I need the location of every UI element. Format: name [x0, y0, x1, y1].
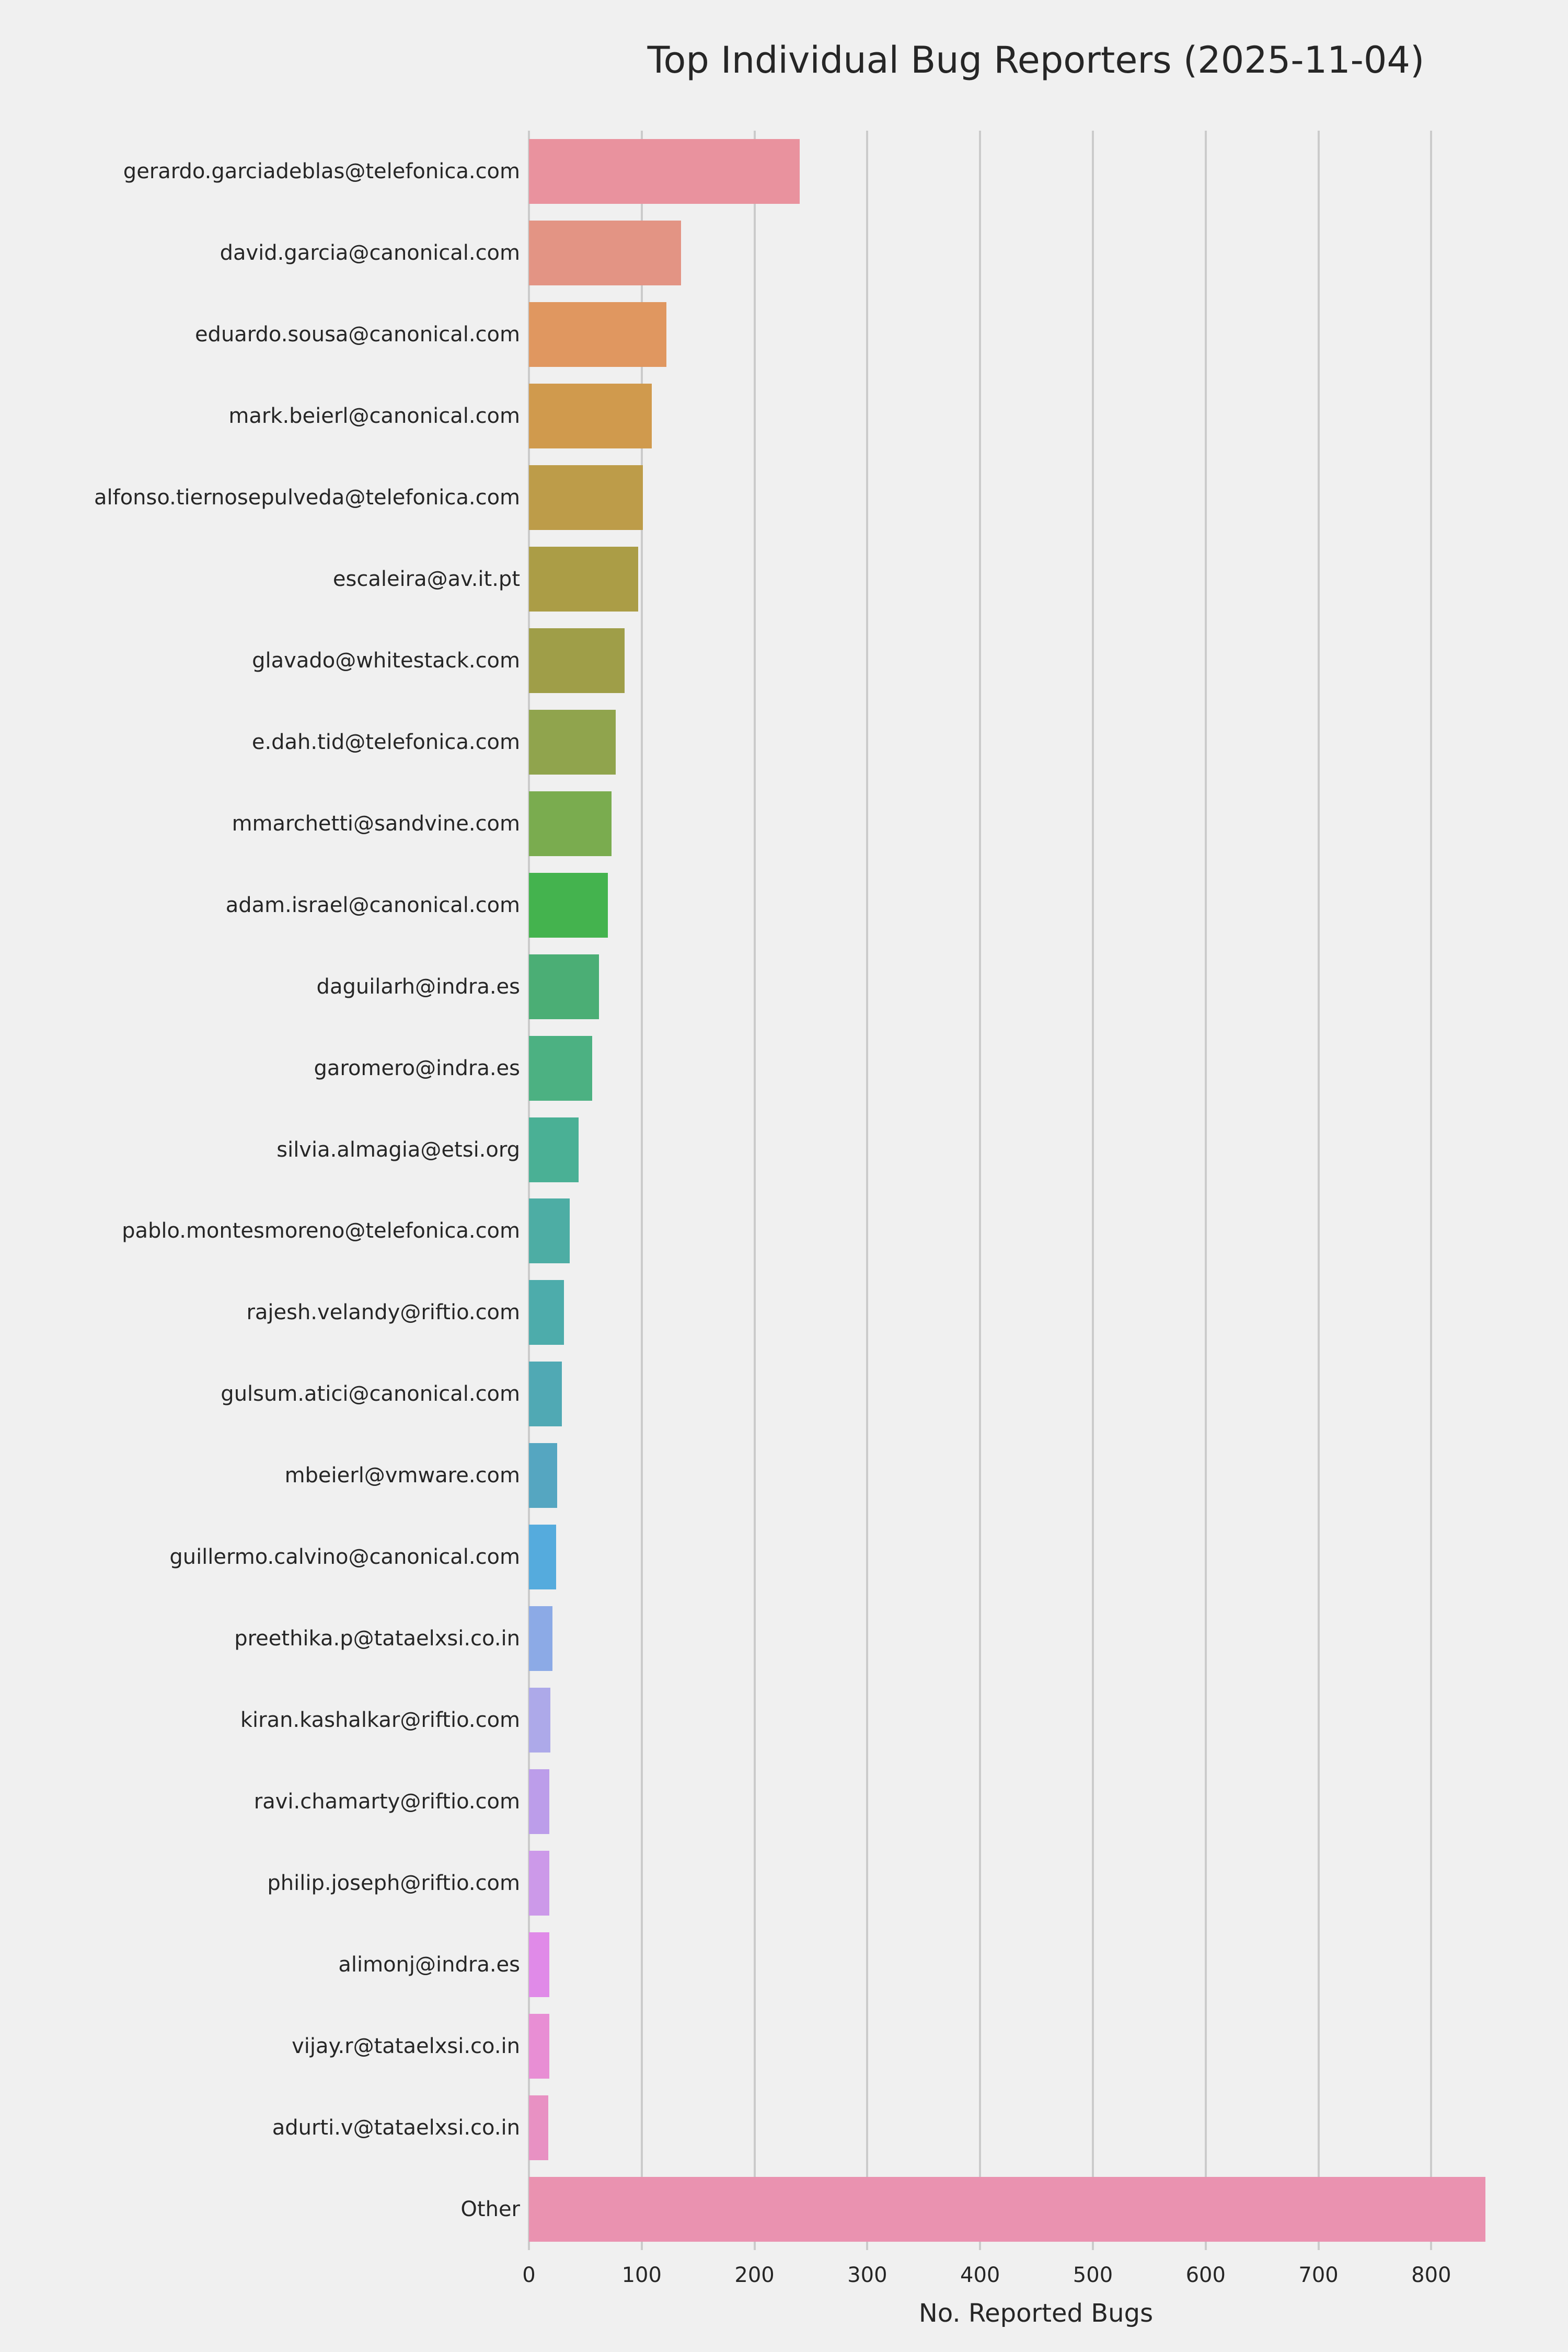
- bar-escaleira@av.it.pt: [529, 546, 639, 612]
- category-label: daguilarh@indra.es: [316, 974, 520, 999]
- category-label: mbeierl@vmware.com: [284, 1463, 520, 1488]
- category-label: mmarchetti@sandvine.com: [232, 811, 520, 836]
- bar-gulsum.atici@canonical.com: [529, 1362, 562, 1427]
- category-label: kiran.kashalkar@riftio.com: [240, 1708, 520, 1733]
- category-label: guillermo.calvino@canonical.com: [169, 1545, 520, 1570]
- bar-glavado@whitestack.com: [529, 628, 625, 693]
- bar-alimonj@indra.es: [529, 1932, 549, 1998]
- xtick-label-300: 300: [847, 2263, 887, 2287]
- gridline-x-800: [1430, 131, 1433, 2250]
- category-label: pablo.montesmoreno@telefonica.com: [122, 1219, 520, 1243]
- category-label: silvia.almagia@etsi.org: [276, 1137, 520, 1162]
- bar-daguilarh@indra.es: [529, 954, 599, 1019]
- bar-mbeierl@vmware.com: [529, 1443, 557, 1508]
- bar-guillermo.calvino@canonical.com: [529, 1525, 556, 1590]
- gridline-x-0: [528, 131, 530, 2250]
- category-label: e.dah.tid@telefonica.com: [251, 730, 520, 754]
- category-label: adam.israel@canonical.com: [225, 893, 520, 917]
- category-label: garomero@indra.es: [314, 1056, 520, 1080]
- bar-Other: [529, 2177, 1485, 2242]
- bar-adam.israel@canonical.com: [529, 872, 608, 938]
- gridline-x-500: [1091, 131, 1094, 2250]
- gridline-x-400: [979, 131, 982, 2250]
- bar-mark.beierl@canonical.com: [529, 383, 652, 448]
- category-label: vijay.r@tataelxsi.co.in: [292, 2034, 520, 2059]
- bar-ravi.chamarty@riftio.com: [529, 1769, 549, 1835]
- bar-e.dah.tid@telefonica.com: [529, 709, 616, 775]
- gridline-x-700: [1317, 131, 1320, 2250]
- category-label: david.garcia@canonical.com: [220, 240, 520, 265]
- category-label: eduardo.sousa@canonical.com: [194, 322, 520, 347]
- xtick-label-200: 200: [734, 2263, 775, 2287]
- xtick-label-100: 100: [621, 2263, 662, 2287]
- xtick-label-700: 700: [1298, 2263, 1339, 2287]
- xtick-label-600: 600: [1185, 2263, 1226, 2287]
- category-label: gulsum.atici@canonical.com: [221, 1382, 520, 1406]
- xtick-label-400: 400: [960, 2263, 1000, 2287]
- bar-pablo.montesmoreno@telefonica.com: [529, 1198, 570, 1264]
- xtick-label-500: 500: [1073, 2263, 1113, 2287]
- bar-philip.joseph@riftio.com: [529, 1851, 549, 1916]
- gridline-x-600: [1204, 131, 1207, 2250]
- category-label: gerardo.garciadeblas@telefonica.com: [123, 159, 520, 183]
- gridline-x-200: [753, 131, 756, 2250]
- bar-silvia.almagia@etsi.org: [529, 1117, 579, 1182]
- bar-kiran.kashalkar@riftio.com: [529, 1688, 550, 1753]
- bar-vijay.r@tataelxsi.co.in: [529, 2014, 549, 2079]
- x-axis-label: No. Reported Bugs: [918, 2299, 1154, 2328]
- category-label: adurti.v@tataelxsi.co.in: [272, 2116, 520, 2140]
- bar-adurti.v@tataelxsi.co.in: [529, 2095, 548, 2161]
- category-label: Other: [460, 2197, 520, 2222]
- category-label: alimonj@indra.es: [338, 1953, 520, 1977]
- category-label: rajesh.velandy@riftio.com: [246, 1300, 520, 1325]
- bar-garomero@indra.es: [529, 1035, 592, 1101]
- bar-david.garcia@canonical.com: [529, 220, 682, 285]
- bar-gerardo.garciadeblas@telefonica.com: [529, 139, 800, 204]
- category-label: preethika.p@tataelxsi.co.in: [234, 1627, 520, 1651]
- xtick-label-800: 800: [1411, 2263, 1451, 2287]
- category-label: mark.beierl@canonical.com: [228, 403, 520, 428]
- gridline-x-100: [640, 131, 643, 2250]
- plot-area: [528, 131, 1543, 2250]
- chart-title: Top Individual Bug Reporters (2025-11-04…: [647, 39, 1425, 82]
- bar-rajesh.velandy@riftio.com: [529, 1280, 564, 1345]
- gridline-x-300: [866, 131, 869, 2250]
- bar-mmarchetti@sandvine.com: [529, 791, 612, 856]
- category-label: alfonso.tiernosepulveda@telefonica.com: [94, 485, 520, 510]
- category-label: philip.joseph@riftio.com: [267, 1871, 520, 1896]
- category-label: escaleira@av.it.pt: [332, 567, 520, 591]
- bar-eduardo.sousa@canonical.com: [529, 302, 667, 367]
- bar-preethika.p@tataelxsi.co.in: [529, 1606, 553, 1671]
- xtick-label-0: 0: [522, 2263, 536, 2287]
- bar-alfonso.tiernosepulveda@telefonica.com: [529, 465, 643, 530]
- category-label: glavado@whitestack.com: [252, 648, 520, 673]
- category-label: ravi.chamarty@riftio.com: [253, 1790, 520, 1814]
